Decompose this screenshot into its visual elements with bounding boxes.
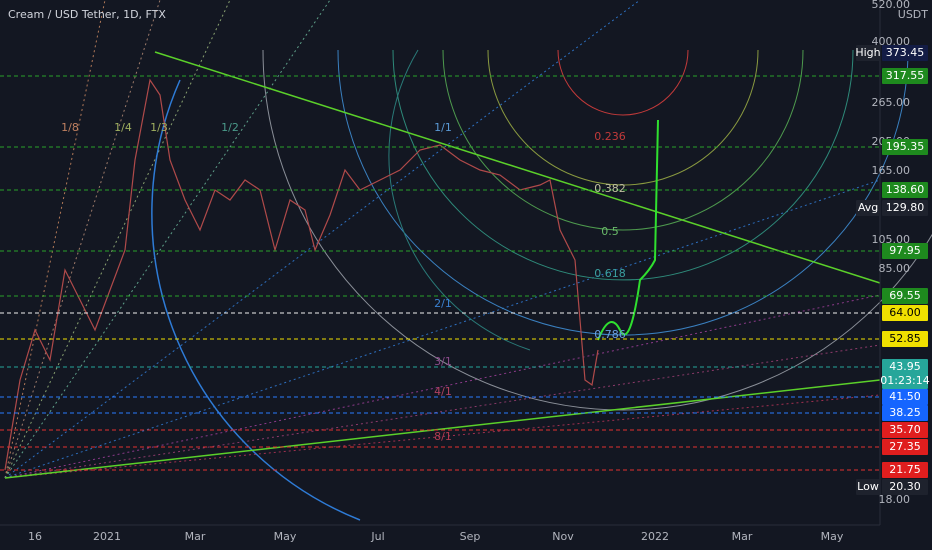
price-tag-value: 35.70 <box>889 423 921 436</box>
price-tag <box>882 200 928 216</box>
price-tag-value: 69.55 <box>889 289 921 302</box>
time-axis-label: Sep <box>460 530 481 543</box>
price-axis-label: 18.00 <box>879 493 911 506</box>
fan-label: 3/1 <box>434 355 452 368</box>
time-axis-label: 2021 <box>93 530 121 543</box>
price-tag-name-bg <box>856 200 880 216</box>
price-tag-value: 195.35 <box>886 140 925 153</box>
price-tag-value: 129.80 <box>886 201 925 214</box>
price-tag <box>882 331 928 347</box>
price-axis-label: 265.00 <box>872 96 911 109</box>
fan-label: 1/2 <box>221 121 239 134</box>
fan-label: 1/3 <box>150 121 168 134</box>
price-axis-label: 400.00 <box>872 35 911 48</box>
price-tag <box>882 462 928 478</box>
price-tag-value: 52.85 <box>889 332 921 345</box>
price-tag <box>882 479 928 495</box>
price-axis-label: 165.00 <box>872 164 911 177</box>
time-axis-label: May <box>821 530 844 543</box>
fib-label: 0.5 <box>601 225 619 238</box>
time-axis-label: Mar <box>185 530 206 543</box>
fan-label: 1/8 <box>61 121 79 134</box>
price-tag <box>882 405 928 421</box>
price-axis-label: 85.00 <box>879 262 911 275</box>
fib-label: 0.382 <box>594 182 626 195</box>
fan-label: 8/1 <box>434 430 452 443</box>
price-tag <box>882 182 928 198</box>
price-tag-value: 27.35 <box>889 440 921 453</box>
time-axis-label: Jul <box>370 530 384 543</box>
symbol-title: Cream / USD Tether, 1D, FTX <box>8 8 166 21</box>
price-tag-value: 41.50 <box>889 390 921 403</box>
time-axis-label: Mar <box>732 530 753 543</box>
fib-label: 0.618 <box>594 267 626 280</box>
fib-label: 0.786 <box>594 328 626 341</box>
currency-label: USDT <box>898 8 929 21</box>
time-axis-label: 16 <box>28 530 42 543</box>
countdown: 01:23:14 <box>880 374 929 387</box>
price-tag-value: 38.25 <box>889 406 921 419</box>
price-tag-value: 373.45 <box>886 46 925 59</box>
price-tag-name: High <box>855 46 880 59</box>
time-axis-label: 2022 <box>641 530 669 543</box>
price-tag <box>882 139 928 155</box>
fan-label: 1/1 <box>434 121 452 134</box>
price-tag-value: 43.95 <box>889 360 921 373</box>
price-tag <box>882 359 928 389</box>
fan-label: 1/4 <box>114 121 132 134</box>
price-tag <box>882 389 928 405</box>
price-axis-label: 105.00 <box>872 233 911 246</box>
price-tag <box>882 288 928 304</box>
price-tag-value: 138.60 <box>886 183 925 196</box>
price-tag-value: 317.55 <box>886 69 925 82</box>
fan-label: 4/1 <box>434 385 452 398</box>
price-axis-label: 520.00 <box>872 0 911 11</box>
fib-label: 0.236 <box>594 130 626 143</box>
price-tag-value: 21.75 <box>889 463 921 476</box>
fan-label: 2/1 <box>434 297 452 310</box>
time-axis-label: Nov <box>552 530 574 543</box>
price-tag <box>882 305 928 321</box>
price-tag-value: 97.95 <box>889 244 921 257</box>
price-tag <box>882 68 928 84</box>
price-tag-name: Low <box>857 480 879 493</box>
price-tag <box>882 439 928 455</box>
price-tag-name-bg <box>856 479 880 495</box>
price-tag-value: 64.00 <box>889 306 921 319</box>
price-tag-name: Avg <box>858 201 878 214</box>
drawings <box>4 0 932 521</box>
price-tag <box>882 45 928 61</box>
price-tag <box>882 243 928 259</box>
price-tag-name-bg <box>856 45 880 61</box>
price-tag-value: 20.30 <box>889 480 921 493</box>
time-axis-label: May <box>274 530 297 543</box>
price-tag <box>882 422 928 438</box>
